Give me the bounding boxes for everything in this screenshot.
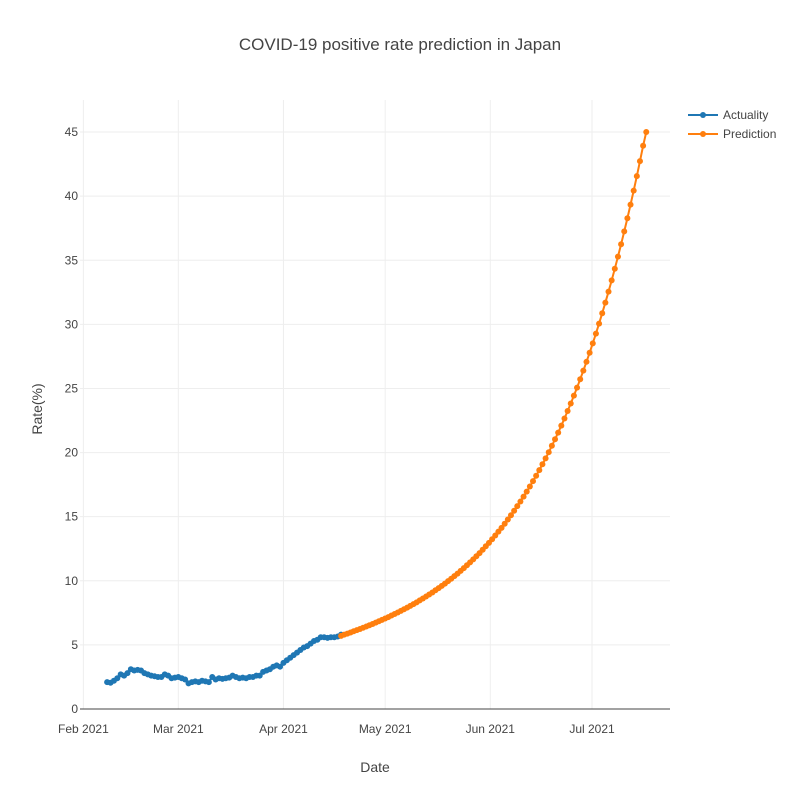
y-tick-label: 35 [65, 253, 79, 267]
data-point[interactable] [602, 299, 609, 306]
data-point[interactable] [542, 455, 549, 462]
data-point[interactable] [586, 349, 593, 356]
x-tick-label: Apr 2021 [259, 722, 308, 736]
data-point[interactable] [520, 493, 527, 500]
data-point[interactable] [548, 442, 555, 449]
data-point[interactable] [567, 400, 574, 407]
series-layer [104, 129, 650, 687]
series-actuality[interactable] [104, 631, 345, 687]
y-tick-label: 15 [65, 510, 79, 524]
data-point[interactable] [517, 498, 524, 505]
data-point[interactable] [605, 288, 612, 295]
series-prediction[interactable] [338, 129, 650, 639]
data-point[interactable] [633, 173, 640, 180]
data-point[interactable] [624, 215, 631, 222]
data-point[interactable] [256, 672, 263, 679]
data-point[interactable] [580, 367, 587, 374]
y-tick-label: 20 [65, 446, 79, 460]
data-point[interactable] [507, 512, 514, 519]
legend-item-actuality[interactable]: Actuality [688, 108, 768, 122]
data-point[interactable] [504, 516, 511, 523]
data-point[interactable] [558, 422, 565, 429]
x-tick-label: May 2021 [359, 722, 412, 736]
data-point[interactable] [636, 158, 643, 165]
y-tick-label: 5 [71, 638, 78, 652]
legend-swatch-marker [700, 131, 706, 137]
chart-title: COVID-19 positive rate prediction in Jap… [239, 35, 561, 54]
data-point[interactable] [124, 670, 131, 677]
legend-swatch-marker [700, 112, 706, 118]
data-point[interactable] [614, 253, 621, 260]
data-point[interactable] [570, 392, 577, 399]
data-point[interactable] [114, 675, 121, 682]
legend-label: Actuality [723, 108, 768, 122]
data-point[interactable] [618, 241, 625, 248]
data-point[interactable] [627, 201, 634, 208]
data-point[interactable] [640, 142, 647, 149]
y-tick-label: 10 [65, 574, 79, 588]
data-point[interactable] [589, 340, 596, 347]
data-point[interactable] [530, 478, 536, 485]
y-tick-labels: 0 5 10 15 20 25 30 35 40 45 [65, 125, 79, 716]
x-gridlines [82, 100, 593, 709]
x-tick-label: Mar 2021 [153, 722, 204, 736]
data-point[interactable] [643, 129, 650, 136]
y-tick-label: 45 [65, 125, 79, 139]
data-point[interactable] [599, 310, 606, 317]
legend-item-prediction[interactable]: Prediction [688, 127, 776, 141]
data-point[interactable] [545, 449, 552, 456]
data-point[interactable] [514, 503, 521, 510]
data-point[interactable] [564, 408, 571, 415]
x-tick-labels: Feb 2021 Mar 2021 Apr 2021 May 2021 Jun 2021… [58, 722, 615, 736]
data-point[interactable] [205, 679, 212, 686]
data-point[interactable] [539, 461, 546, 468]
y-tick-label: 0 [71, 702, 78, 716]
data-point[interactable] [621, 228, 628, 235]
y-axis-title: Rate(%) [29, 383, 45, 434]
y-tick-label: 30 [65, 317, 79, 331]
data-point[interactable] [583, 358, 590, 365]
data-point[interactable] [552, 436, 559, 443]
data-point[interactable] [511, 507, 518, 514]
x-axis-title: Date [360, 759, 390, 775]
data-point[interactable] [501, 520, 508, 527]
x-tick-label: Feb 2021 [58, 722, 109, 736]
legend[interactable]: Actuality Prediction [688, 108, 776, 141]
data-point[interactable] [533, 472, 540, 479]
legend-label: Prediction [723, 127, 776, 141]
data-point[interactable] [630, 187, 637, 194]
y-tick-label: 40 [65, 189, 79, 203]
data-point[interactable] [555, 429, 562, 436]
data-point[interactable] [574, 384, 581, 391]
data-point[interactable] [561, 415, 568, 422]
data-point[interactable] [592, 330, 599, 337]
data-point[interactable] [596, 320, 603, 327]
data-point[interactable] [608, 277, 615, 284]
data-point[interactable] [498, 524, 505, 531]
data-point[interactable] [611, 265, 618, 272]
data-point[interactable] [523, 488, 530, 495]
data-point[interactable] [577, 376, 584, 383]
y-tick-label: 25 [65, 381, 79, 395]
x-tick-label: Jul 2021 [569, 722, 615, 736]
data-point[interactable] [526, 483, 533, 490]
data-point[interactable] [277, 663, 284, 670]
data-point[interactable] [182, 676, 189, 683]
data-point[interactable] [536, 467, 543, 474]
x-tick-label: Jun 2021 [466, 722, 516, 736]
